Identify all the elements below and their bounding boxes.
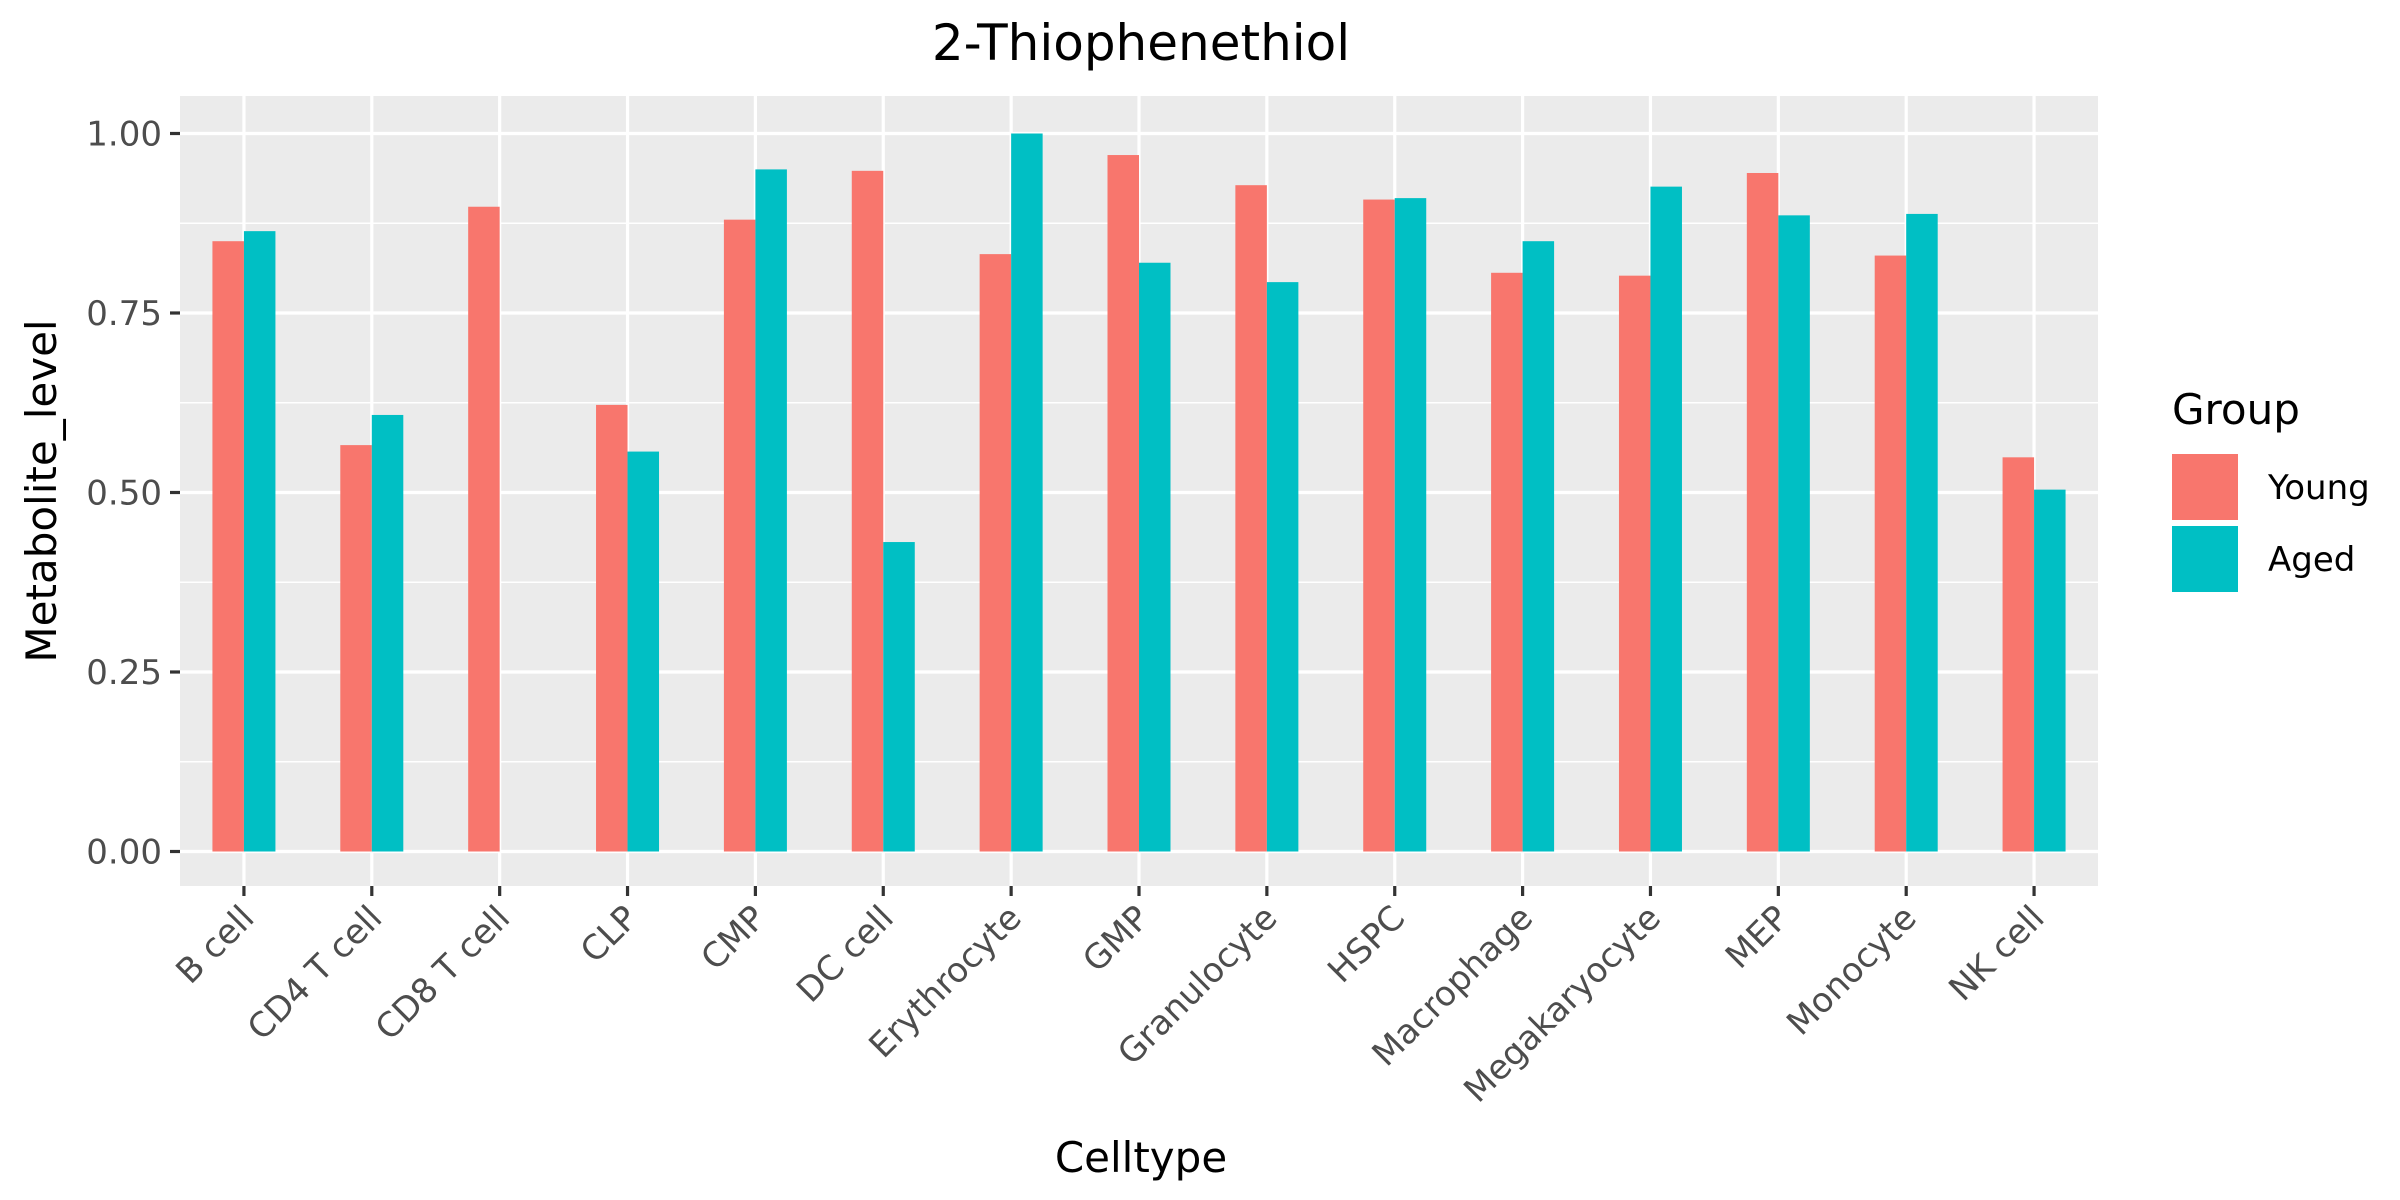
bar-young	[979, 254, 1012, 852]
x-tick-label: NK cell	[1941, 898, 2052, 1009]
bar-aged	[1139, 262, 1171, 852]
legend-label-young: Young	[2267, 468, 2370, 508]
legend-label-aged: Aged	[2268, 540, 2355, 580]
x-tick-label: HSPC	[1320, 898, 1413, 991]
legend-title: Group	[2172, 385, 2300, 434]
legend-key-young	[2172, 454, 2238, 520]
y-tick-label: 1.00	[86, 115, 162, 155]
x-tick-label: CMP	[693, 898, 773, 978]
bar-aged	[627, 451, 660, 852]
bar-aged	[1650, 186, 1682, 852]
bar-aged	[2034, 489, 2066, 852]
legend-items: Young Aged	[2172, 454, 2370, 592]
bar-aged	[1522, 241, 1555, 852]
bar-young	[723, 219, 756, 852]
bar-young	[1491, 272, 1523, 852]
x-tick-label: MEP	[1718, 898, 1797, 977]
bar-young	[1363, 199, 1395, 852]
y-tick-label: 0.00	[86, 833, 162, 873]
y-tick-label: 0.50	[86, 474, 162, 514]
bar-young	[340, 445, 372, 852]
x-tick-label: DC cell	[789, 898, 902, 1011]
bar-young	[212, 241, 244, 852]
bar-young	[1107, 155, 1139, 852]
bars	[212, 133, 2066, 852]
x-tick-label: CD4 T cell	[240, 898, 390, 1048]
legend-key-aged	[2172, 526, 2238, 592]
bar-aged	[755, 169, 787, 852]
x-axis-title: Celltype	[1055, 1133, 1227, 1182]
x-tick-label: Monocyte	[1779, 898, 1924, 1043]
bar-aged	[883, 542, 915, 852]
bar-aged	[1778, 215, 1810, 852]
bar-aged	[1394, 198, 1427, 852]
bar-aged	[1906, 213, 1938, 852]
bar-young	[1746, 172, 1779, 852]
y-axis-title: Metabolite_level	[17, 319, 66, 662]
bar-young	[468, 206, 500, 852]
legend: Group Young Aged	[2172, 385, 2370, 592]
x-tick-label: CD8 T cell	[368, 898, 518, 1048]
bar-young	[2002, 457, 2035, 852]
bar-young	[596, 404, 628, 852]
y-tick-label: 0.75	[86, 294, 162, 334]
bar-young	[851, 170, 884, 852]
x-tick-label: B cell	[169, 898, 263, 992]
bar-aged	[1266, 282, 1299, 852]
chart-title: 2-Thiophenethiol	[932, 14, 1350, 72]
x-tick-label: CLP	[573, 898, 646, 971]
bar-young	[1874, 255, 1907, 852]
bar-young	[1618, 275, 1651, 852]
bar-aged	[1011, 133, 1043, 852]
bar-young	[1235, 185, 1267, 852]
bar-aged	[371, 414, 404, 852]
x-tick-label: GMP	[1075, 898, 1157, 980]
y-axis: 0.00 0.25 0.50 0.75 1.00	[86, 115, 180, 873]
y-tick-label: 0.25	[86, 653, 162, 693]
bar-aged	[243, 231, 276, 852]
